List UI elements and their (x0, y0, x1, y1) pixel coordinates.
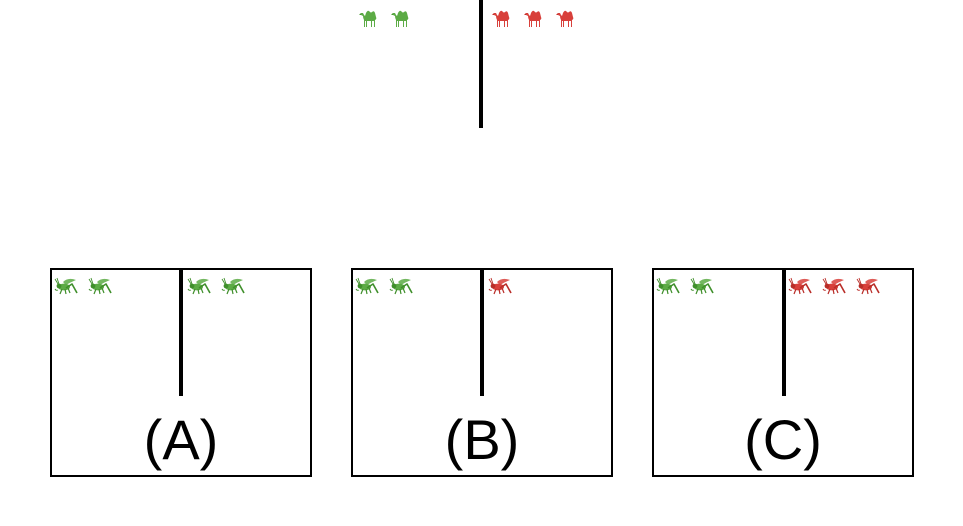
option-a-right-icons (187, 276, 247, 300)
option-b-left-icons (355, 276, 415, 300)
option-c-label: (C) (744, 408, 822, 471)
grasshopper-icon (88, 277, 112, 295)
option-b-box[interactable]: (B) (351, 268, 613, 477)
grasshopper-icon (822, 277, 846, 295)
grasshopper-icon (856, 277, 880, 295)
option-c-left-icons (656, 276, 716, 300)
camel-icon (492, 10, 510, 27)
option-b-label: (B) (444, 408, 520, 471)
camel-icon (524, 10, 542, 27)
grasshopper-icon (54, 277, 78, 295)
grasshopper-icon (221, 277, 245, 295)
option-a-label: (A) (143, 408, 219, 471)
option-c-divider (782, 270, 786, 396)
reference-right-icons (489, 6, 577, 30)
option-b-right-icons (488, 276, 514, 300)
camel-icon (556, 10, 574, 27)
option-a-divider (179, 270, 183, 396)
grasshopper-icon (656, 277, 680, 295)
reference-left-icons (356, 6, 412, 30)
option-c-box[interactable]: (C) (652, 268, 914, 477)
camel-icon (391, 10, 409, 27)
grasshopper-icon (690, 277, 714, 295)
grasshopper-icon (488, 277, 512, 295)
reference-divider (479, 0, 483, 128)
option-a-box[interactable]: (A) (50, 268, 312, 477)
grasshopper-icon (389, 277, 413, 295)
option-c-right-icons (788, 276, 882, 300)
grasshopper-icon (788, 277, 812, 295)
grasshopper-icon (187, 277, 211, 295)
grasshopper-icon (355, 277, 379, 295)
camel-icon (359, 10, 377, 27)
option-b-divider (480, 270, 484, 396)
option-a-left-icons (54, 276, 114, 300)
